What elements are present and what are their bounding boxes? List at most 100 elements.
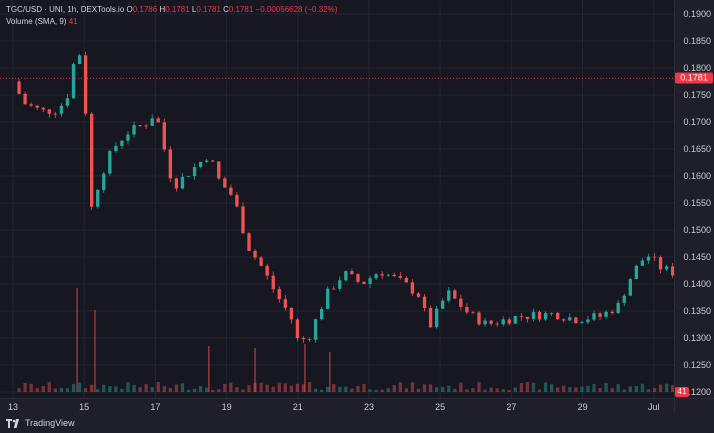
volume-bar — [35, 388, 39, 392]
candle-body — [96, 189, 100, 207]
volume-bar — [441, 386, 445, 392]
volume-bar — [192, 388, 197, 392]
candle-body — [531, 311, 536, 319]
volume-bar — [77, 382, 82, 392]
y-tick-label: 0.1450 — [683, 252, 711, 262]
y-tick-label: 0.1700 — [683, 117, 711, 127]
candle-body — [144, 125, 148, 127]
candlestick-chart[interactable] — [0, 0, 674, 398]
chart-plot-area[interactable]: TGC/USD · UNI, 1h, DEXTools.io O0.1786 H… — [0, 0, 674, 398]
volume-bar — [634, 386, 639, 392]
volume-bar — [265, 384, 269, 392]
candle-body — [265, 265, 269, 276]
candle-body — [622, 295, 626, 303]
volume-bar — [592, 384, 596, 392]
volume-bar — [562, 385, 566, 392]
volume-bar — [120, 388, 124, 392]
candle-body — [326, 288, 330, 309]
candle-body — [495, 323, 499, 325]
chart-grid — [0, 0, 674, 398]
candle-body — [156, 118, 160, 123]
candle-body — [198, 161, 203, 167]
volume-bar — [392, 384, 396, 392]
candle-body — [374, 274, 378, 279]
tradingview-logo[interactable]: TradingView — [6, 418, 75, 428]
time-axis[interactable]: 13 15 17 19 21 23 25 27 29 Jul — [0, 398, 674, 415]
candle-body — [428, 307, 433, 328]
candle-body — [138, 125, 142, 126]
volume-bar — [495, 388, 499, 392]
candle-body — [211, 160, 215, 162]
volume-bar — [543, 382, 548, 392]
candle-body — [362, 281, 366, 285]
volume-bar — [549, 384, 554, 392]
volume-bar — [483, 389, 487, 392]
candle-body — [120, 140, 124, 146]
y-tick-label: 0.1750 — [683, 90, 711, 100]
volume-bar — [362, 384, 366, 392]
candle-body — [17, 81, 21, 94]
x-tick-label: 23 — [363, 402, 375, 412]
legend-volume-label[interactable]: Volume (SMA, 9) — [6, 17, 67, 26]
x-tick-label: 21 — [292, 402, 303, 412]
volume-bar — [507, 389, 511, 392]
candle-body — [168, 149, 173, 179]
candle-body — [598, 313, 602, 317]
volume-bar — [271, 386, 275, 392]
volume-bar — [477, 382, 481, 392]
volume-bar — [525, 382, 530, 392]
candle-body — [483, 320, 487, 325]
volume-bar — [489, 387, 493, 392]
volume-bar — [646, 389, 651, 392]
candle-body — [253, 250, 257, 258]
candle-body — [422, 296, 427, 308]
volume-bar — [247, 385, 251, 392]
candle-body — [319, 308, 324, 320]
volume-bar — [604, 383, 608, 392]
volume-bar — [102, 384, 106, 392]
volume-spike-bar — [76, 288, 78, 392]
volume-bar — [356, 385, 360, 392]
y-tick-label: 0.1200 — [683, 387, 711, 397]
candle-body — [368, 278, 372, 285]
candle-body — [108, 151, 112, 174]
legend-change: −0.00056628 (−0.32%) — [255, 5, 338, 14]
x-tick-label: 15 — [79, 402, 90, 412]
volume-bar — [568, 387, 572, 392]
candle-body — [271, 275, 275, 290]
candle-body — [604, 311, 608, 317]
volume-bar — [465, 389, 469, 392]
volume-value-label: 41 — [675, 387, 689, 397]
candle-body — [41, 107, 45, 110]
volume-bar — [156, 382, 160, 392]
volume-bar — [398, 382, 402, 392]
candle-body — [386, 274, 390, 276]
candle-body — [356, 274, 360, 282]
volume-spike-bar — [329, 352, 331, 392]
price-axis[interactable]: 0.1900 0.1850 0.1800 0.1750 0.1700 0.1650 0.16… — [674, 0, 714, 398]
candle-body — [671, 266, 674, 276]
volume-bar — [289, 385, 294, 392]
candle-body — [580, 322, 584, 324]
y-tick-label: 0.1350 — [683, 306, 711, 316]
candle-body — [162, 122, 166, 150]
legend-open-label: O — [126, 5, 133, 14]
volume-bar — [41, 386, 45, 392]
volume-bar — [29, 383, 33, 392]
candle-body — [307, 339, 312, 341]
volume-bar — [114, 386, 118, 392]
candle-body — [338, 280, 342, 289]
candle-body — [132, 125, 136, 135]
legend-symbol[interactable]: TGC/USD — [6, 5, 42, 14]
x-tick-label: 29 — [577, 402, 588, 412]
candle-body — [592, 313, 596, 320]
volume-bar — [47, 382, 51, 392]
volume-bar — [610, 388, 614, 392]
candle-body — [543, 313, 548, 320]
candle-body — [416, 293, 421, 297]
volume-bar — [259, 382, 263, 392]
legend-low-label: L — [191, 5, 197, 14]
candle-body — [410, 282, 415, 294]
legend-low-value: 0.1781 — [196, 5, 221, 14]
volume-bar — [277, 382, 281, 392]
